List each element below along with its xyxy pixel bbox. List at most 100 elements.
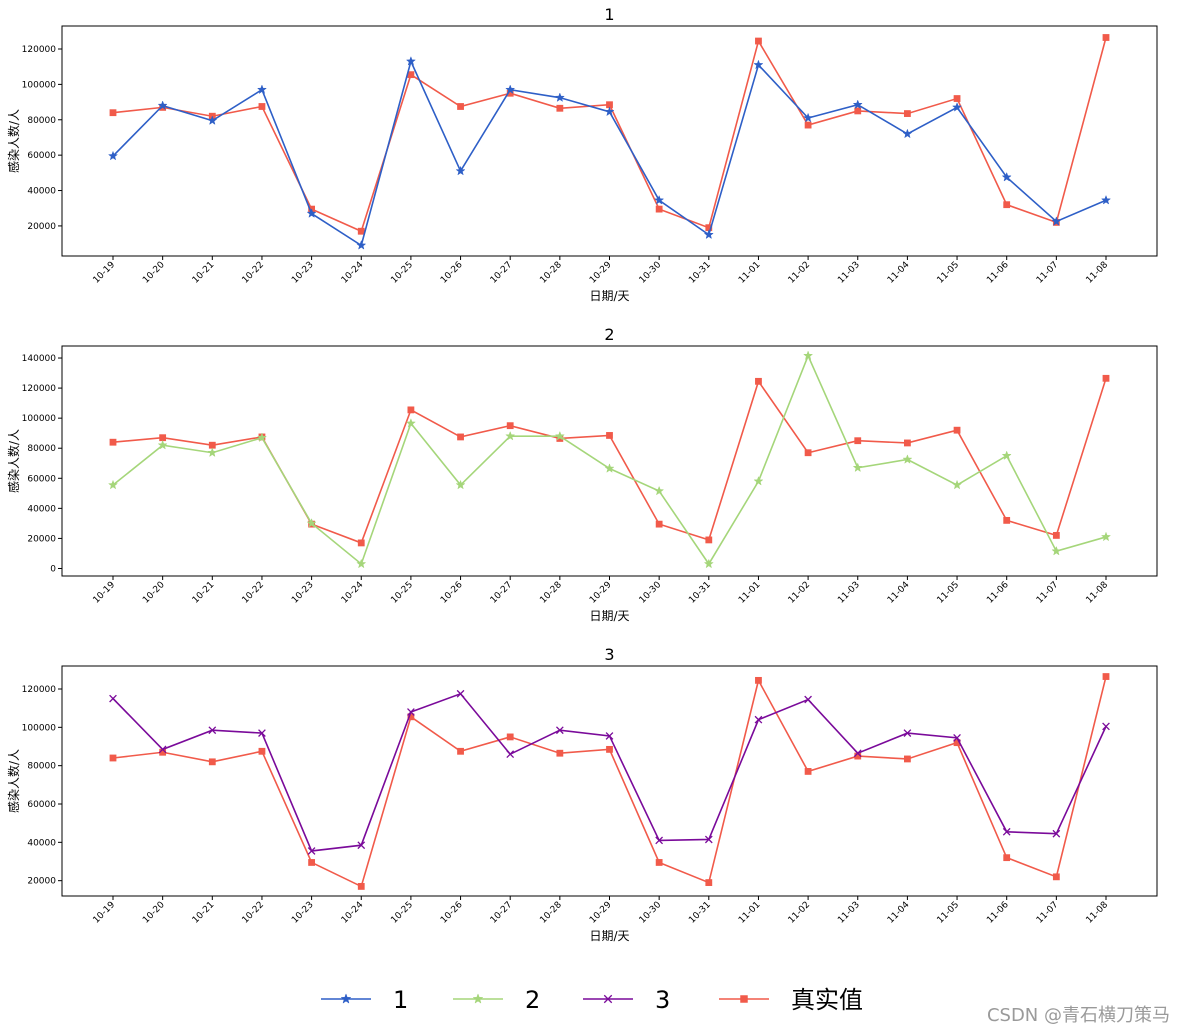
x-tick-label: 10-24 <box>340 900 366 926</box>
data-point <box>902 128 913 139</box>
y-tick-label: 80000 <box>27 762 56 772</box>
data-point <box>753 475 764 486</box>
legend-entry: 真实值 <box>719 986 863 1014</box>
data-point <box>953 739 961 747</box>
x-tick-label: 10-30 <box>638 900 664 926</box>
series-line <box>112 692 1107 852</box>
data-point <box>556 749 564 757</box>
x-tick-label: 11-01 <box>737 260 763 286</box>
data-point <box>109 109 117 117</box>
data-point <box>854 107 862 115</box>
y-tick-label: 100000 <box>22 414 57 424</box>
data-point <box>803 112 814 123</box>
data-point <box>505 430 516 441</box>
data-point <box>157 439 168 450</box>
data-point <box>1003 854 1011 862</box>
data-point <box>554 430 565 441</box>
data-point <box>1100 194 1112 205</box>
x-tick-label: 10-31 <box>687 580 713 606</box>
y-axis-label: 感染人数/人 <box>6 109 21 173</box>
data-point <box>208 758 216 766</box>
data-point <box>1102 722 1110 731</box>
x-tick-label: 11-02 <box>787 580 813 606</box>
data-point <box>307 847 316 855</box>
y-tick-label: 60000 <box>27 474 56 484</box>
y-tick-label: 60000 <box>27 800 56 810</box>
data-point <box>604 106 615 117</box>
data-point <box>904 110 911 117</box>
x-tick-label: 10-19 <box>92 260 118 286</box>
x-tick-label: 10-21 <box>191 580 217 606</box>
data-point <box>506 750 515 759</box>
data-point <box>505 84 516 94</box>
data-point <box>357 883 365 890</box>
x-tick-label: 10-25 <box>389 580 415 606</box>
data-point <box>1003 516 1011 524</box>
x-tick-label: 10-21 <box>191 260 217 286</box>
data-point <box>107 479 119 490</box>
data-point <box>953 426 961 434</box>
data-point <box>655 520 663 528</box>
data-point <box>455 165 466 176</box>
y-tick-label: 0 <box>50 564 56 574</box>
data-point <box>953 95 961 102</box>
y-tick-label: 40000 <box>27 187 56 197</box>
x-tick-label: 10-25 <box>389 900 415 926</box>
data-point <box>703 558 714 569</box>
x-tick-label: 10-20 <box>141 580 167 606</box>
data-point <box>852 462 863 473</box>
x-tick-label: 11-08 <box>1085 260 1111 286</box>
data-point <box>1102 673 1110 680</box>
data-point <box>705 536 713 544</box>
series-3 <box>109 689 1110 855</box>
data-point <box>903 729 912 737</box>
data-point <box>356 558 367 569</box>
data-point <box>407 713 415 721</box>
data-point <box>951 102 963 112</box>
data-point <box>158 745 167 754</box>
x-tick-label: 11-06 <box>985 580 1011 606</box>
x-tick-label: 11-07 <box>1035 580 1061 606</box>
y-tick-label: 20000 <box>27 534 56 544</box>
x-tick-label: 11-05 <box>936 580 962 606</box>
data-point <box>357 841 366 850</box>
x-tick-label: 10-21 <box>191 900 217 926</box>
data-point <box>556 104 564 112</box>
data-point <box>1002 827 1011 836</box>
x-tick-label: 10-30 <box>638 580 664 606</box>
data-point <box>207 115 218 125</box>
x-tick-label: 10-22 <box>241 580 267 606</box>
data-point <box>1051 545 1062 556</box>
data-point <box>654 194 665 205</box>
x-tick-label: 10-24 <box>340 580 366 606</box>
data-point <box>159 748 167 756</box>
data-point <box>457 747 464 755</box>
y-tick-label: 60000 <box>27 151 56 161</box>
y-tick-label: 80000 <box>27 444 56 454</box>
x-tick-label: 10-28 <box>538 580 564 606</box>
x-tick-label: 11-02 <box>787 900 813 926</box>
data-point <box>455 479 466 490</box>
data-point <box>1052 873 1060 881</box>
legend-label: 2 <box>525 986 540 1014</box>
data-point <box>457 433 464 441</box>
x-tick-label: 10-19 <box>92 900 118 926</box>
data-point <box>506 422 514 430</box>
legend-entry: 3 <box>583 986 670 1014</box>
data-point <box>208 441 216 449</box>
data-point <box>1100 531 1112 542</box>
subplot-title: 3 <box>604 645 614 664</box>
data-point <box>506 89 514 97</box>
data-point <box>555 726 564 735</box>
series-line <box>112 353 1107 566</box>
data-point <box>457 103 464 110</box>
legend-entry: 1 <box>321 986 408 1014</box>
data-point <box>804 449 812 457</box>
data-point <box>902 454 913 464</box>
subplot-3: 3 20000 40000 60000 80000 100000 120000 10-19 10… <box>6 645 1158 943</box>
y-tick-label: 40000 <box>27 504 56 514</box>
data-point <box>904 439 911 447</box>
data-point <box>705 879 713 886</box>
